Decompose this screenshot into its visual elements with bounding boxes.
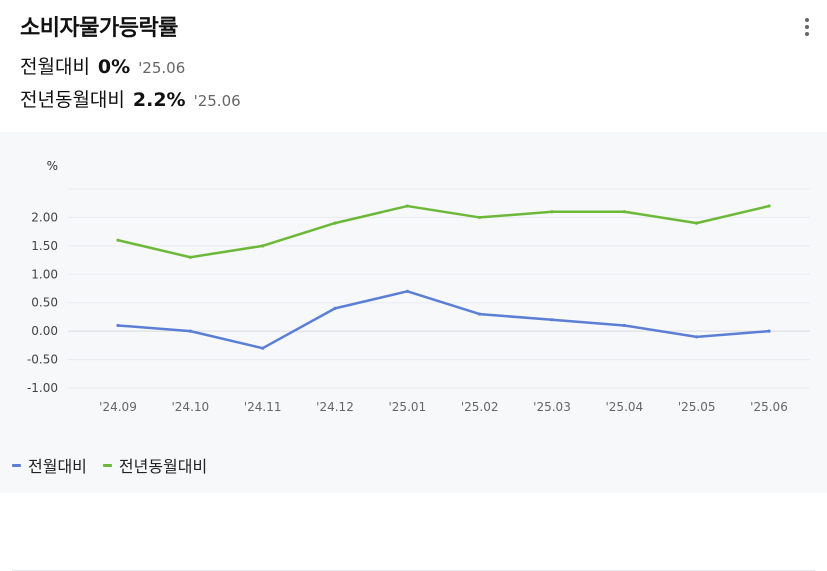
legend-label-yoy: 전년동월대비	[118, 457, 208, 476]
mom-summary: 전월대비 0% '25.06	[20, 52, 185, 79]
x-tick-label: '25.03	[533, 400, 571, 414]
y-axis-ticks: 2.00 1.50 1.00 0.50 0.00 -0.50 -1.00	[27, 210, 58, 395]
x-tick-label: '24.11	[244, 400, 282, 414]
data-point[interactable]	[405, 204, 409, 208]
x-tick-label: '25.04	[606, 400, 644, 414]
legend-swatch-mom	[12, 463, 21, 467]
mom-value: 0%	[97, 56, 131, 78]
y-tick-label: 1.00	[31, 267, 58, 281]
x-axis-ticks: '24.09 '24.10 '24.11 '24.12 '25.01 '25.02 '25.…	[99, 400, 788, 414]
y-axis-unit: %	[47, 159, 58, 173]
data-point[interactable]	[695, 335, 699, 339]
y-tick-label: -1.00	[27, 381, 58, 395]
yoy-value: 2.2%	[132, 89, 186, 111]
series-lines	[116, 204, 771, 350]
data-point[interactable]	[550, 210, 554, 214]
data-point[interactable]	[767, 204, 771, 208]
data-point[interactable]	[550, 318, 554, 322]
legend-swatch-yoy	[102, 463, 112, 467]
data-point[interactable]	[261, 244, 265, 248]
x-tick-label: '25.01	[389, 400, 427, 414]
data-point[interactable]	[261, 346, 265, 350]
data-point[interactable]	[405, 289, 409, 293]
yoy-date: '25.06	[193, 92, 241, 110]
x-tick-label: '24.12	[316, 400, 354, 414]
mom-date: '25.06	[138, 59, 186, 77]
chart-area: % 2.00 1.50 1.00 0.50 0.00 -0.50 -1.00 '24.09 '…	[0, 132, 827, 571]
data-point[interactable]	[478, 312, 482, 316]
data-point[interactable]	[116, 323, 120, 328]
line-chart: % 2.001.501.000.500.00-0.50-1.00 '24.09 '…	[27, 159, 810, 414]
data-point[interactable]	[695, 221, 699, 225]
y-tick-label: 1.50	[31, 239, 58, 253]
series-line-0[interactable]	[117, 290, 770, 350]
data-point[interactable]	[622, 323, 626, 328]
legend-label-mom: 전월대비	[28, 457, 87, 476]
chart-title: 소비자물가등락률	[20, 16, 178, 41]
data-point[interactable]	[622, 210, 626, 214]
x-tick-label: '25.06	[750, 400, 788, 414]
y-tick-label: 0.00	[31, 324, 58, 338]
legend-item-mom[interactable]: 전월대비	[12, 453, 87, 477]
chart-header: 소비자물가등락률 전월대비 0% '25.06 전년동월대비 2.2% '25.06	[0, 0, 827, 132]
series-line-1[interactable]	[117, 204, 770, 259]
yoy-label: 전년동월대비	[20, 89, 125, 111]
data-point[interactable]	[188, 255, 192, 259]
y-tick-label: 0.50	[31, 296, 58, 310]
grid-lines	[68, 188, 810, 389]
data-point[interactable]	[116, 238, 120, 242]
data-point[interactable]	[333, 306, 337, 310]
data-point[interactable]	[333, 221, 337, 225]
data-point[interactable]	[188, 329, 192, 333]
data-point[interactable]	[767, 329, 771, 333]
more-vertical-icon[interactable]	[803, 18, 811, 38]
x-tick-label: '24.09	[99, 400, 137, 414]
x-tick-label: '25.02	[461, 400, 499, 414]
yoy-summary: 전년동월대비 2.2% '25.06	[20, 85, 241, 112]
x-tick-label: '25.05	[678, 400, 716, 414]
legend-item-yoy[interactable]: 전년동월대비	[102, 453, 208, 477]
mom-label: 전월대비	[20, 56, 90, 78]
data-point[interactable]	[478, 215, 482, 220]
y-tick-label: -0.50	[27, 353, 58, 367]
x-tick-label: '24.10	[172, 400, 210, 414]
y-tick-label: 2.00	[31, 210, 58, 224]
legend: 전월대비 전년동월대비	[12, 453, 223, 477]
